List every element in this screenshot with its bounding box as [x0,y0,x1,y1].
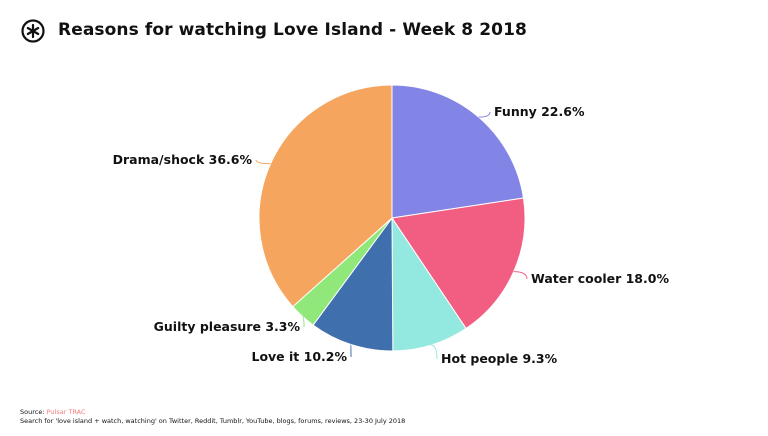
pie-chart: Funny 22.6% Water cooler 18.0% Hot people … [113,84,669,366]
slice-label: Funny 22.6% [494,104,585,119]
leader-line [302,315,305,328]
slice-label: Hot people 9.3% [441,351,558,366]
leader-line [513,271,528,280]
slice-label: Love it 10.2% [251,349,347,364]
source-note: Source: Pulsar TRAC Search for 'love isl… [20,408,405,426]
pie-slice-hot-people [391,216,467,352]
source-label: Source: [20,408,45,416]
source-name: Pulsar TRAC [46,408,86,416]
search-note: Search for 'love island + watch, watchin… [20,417,406,425]
slice-label: Drama/shock 36.6% [113,152,253,167]
leader-line [431,344,438,360]
chart-title: Reasons for watching Love Island - Week … [58,20,527,40]
leader-line [255,159,271,165]
slice-label: Guilty pleasure 3.3% [154,319,301,334]
leader-line [478,111,491,118]
pie-slice-water-cooler [391,197,526,330]
pulsar-logo-icon [21,19,45,43]
slice-label: Water cooler 18.0% [531,271,669,286]
